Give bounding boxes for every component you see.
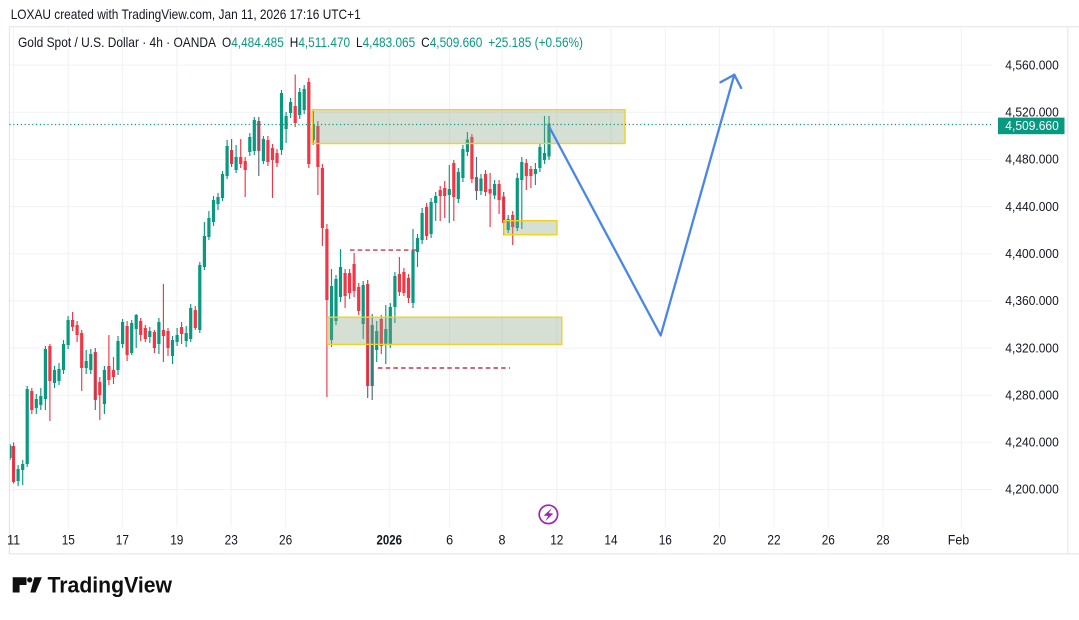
svg-text:11: 11 (7, 533, 20, 548)
svg-text:Feb: Feb (948, 533, 970, 548)
svg-text:4,280.000: 4,280.000 (1005, 387, 1059, 402)
svg-text:17: 17 (116, 533, 129, 548)
svg-text:4,480.000: 4,480.000 (1005, 152, 1059, 167)
svg-text:12: 12 (550, 533, 563, 548)
svg-text:2026: 2026 (377, 533, 403, 548)
svg-text:6: 6 (446, 533, 453, 548)
svg-text:26: 26 (279, 533, 292, 548)
svg-text:4,560.000: 4,560.000 (1005, 57, 1059, 72)
svg-text:14: 14 (604, 533, 618, 548)
svg-text:Gold Spot / U.S. Dollar · 4h ·: Gold Spot / U.S. Dollar · 4h · OANDA (18, 34, 217, 50)
svg-text:4,509.660: 4,509.660 (1005, 118, 1059, 133)
svg-text:4,240.000: 4,240.000 (1005, 435, 1059, 450)
svg-text:16: 16 (659, 533, 672, 548)
svg-text:20: 20 (713, 533, 726, 548)
svg-text:4,200.000: 4,200.000 (1005, 482, 1059, 497)
svg-text:15: 15 (62, 533, 75, 548)
svg-text:TradingView: TradingView (48, 573, 173, 598)
svg-text:22: 22 (767, 533, 780, 548)
svg-text:19: 19 (170, 533, 183, 548)
svg-text:26: 26 (822, 533, 835, 548)
svg-text:4,440.000: 4,440.000 (1005, 199, 1059, 214)
svg-text:4,360.000: 4,360.000 (1005, 293, 1059, 308)
svg-text:O4,484.485 H4,511.470 L4,483.0: O4,484.485 H4,511.470 L4,483.065 C4,509.… (222, 34, 583, 50)
svg-text:28: 28 (876, 533, 889, 548)
svg-text:8: 8 (499, 533, 506, 548)
svg-text:23: 23 (225, 533, 238, 548)
svg-text:LOXAU created with TradingView: LOXAU created with TradingView.com, Jan … (11, 6, 361, 22)
svg-text:4,400.000: 4,400.000 (1005, 246, 1059, 261)
svg-text:4,520.000: 4,520.000 (1005, 105, 1059, 120)
svg-text:4,320.000: 4,320.000 (1005, 340, 1059, 355)
